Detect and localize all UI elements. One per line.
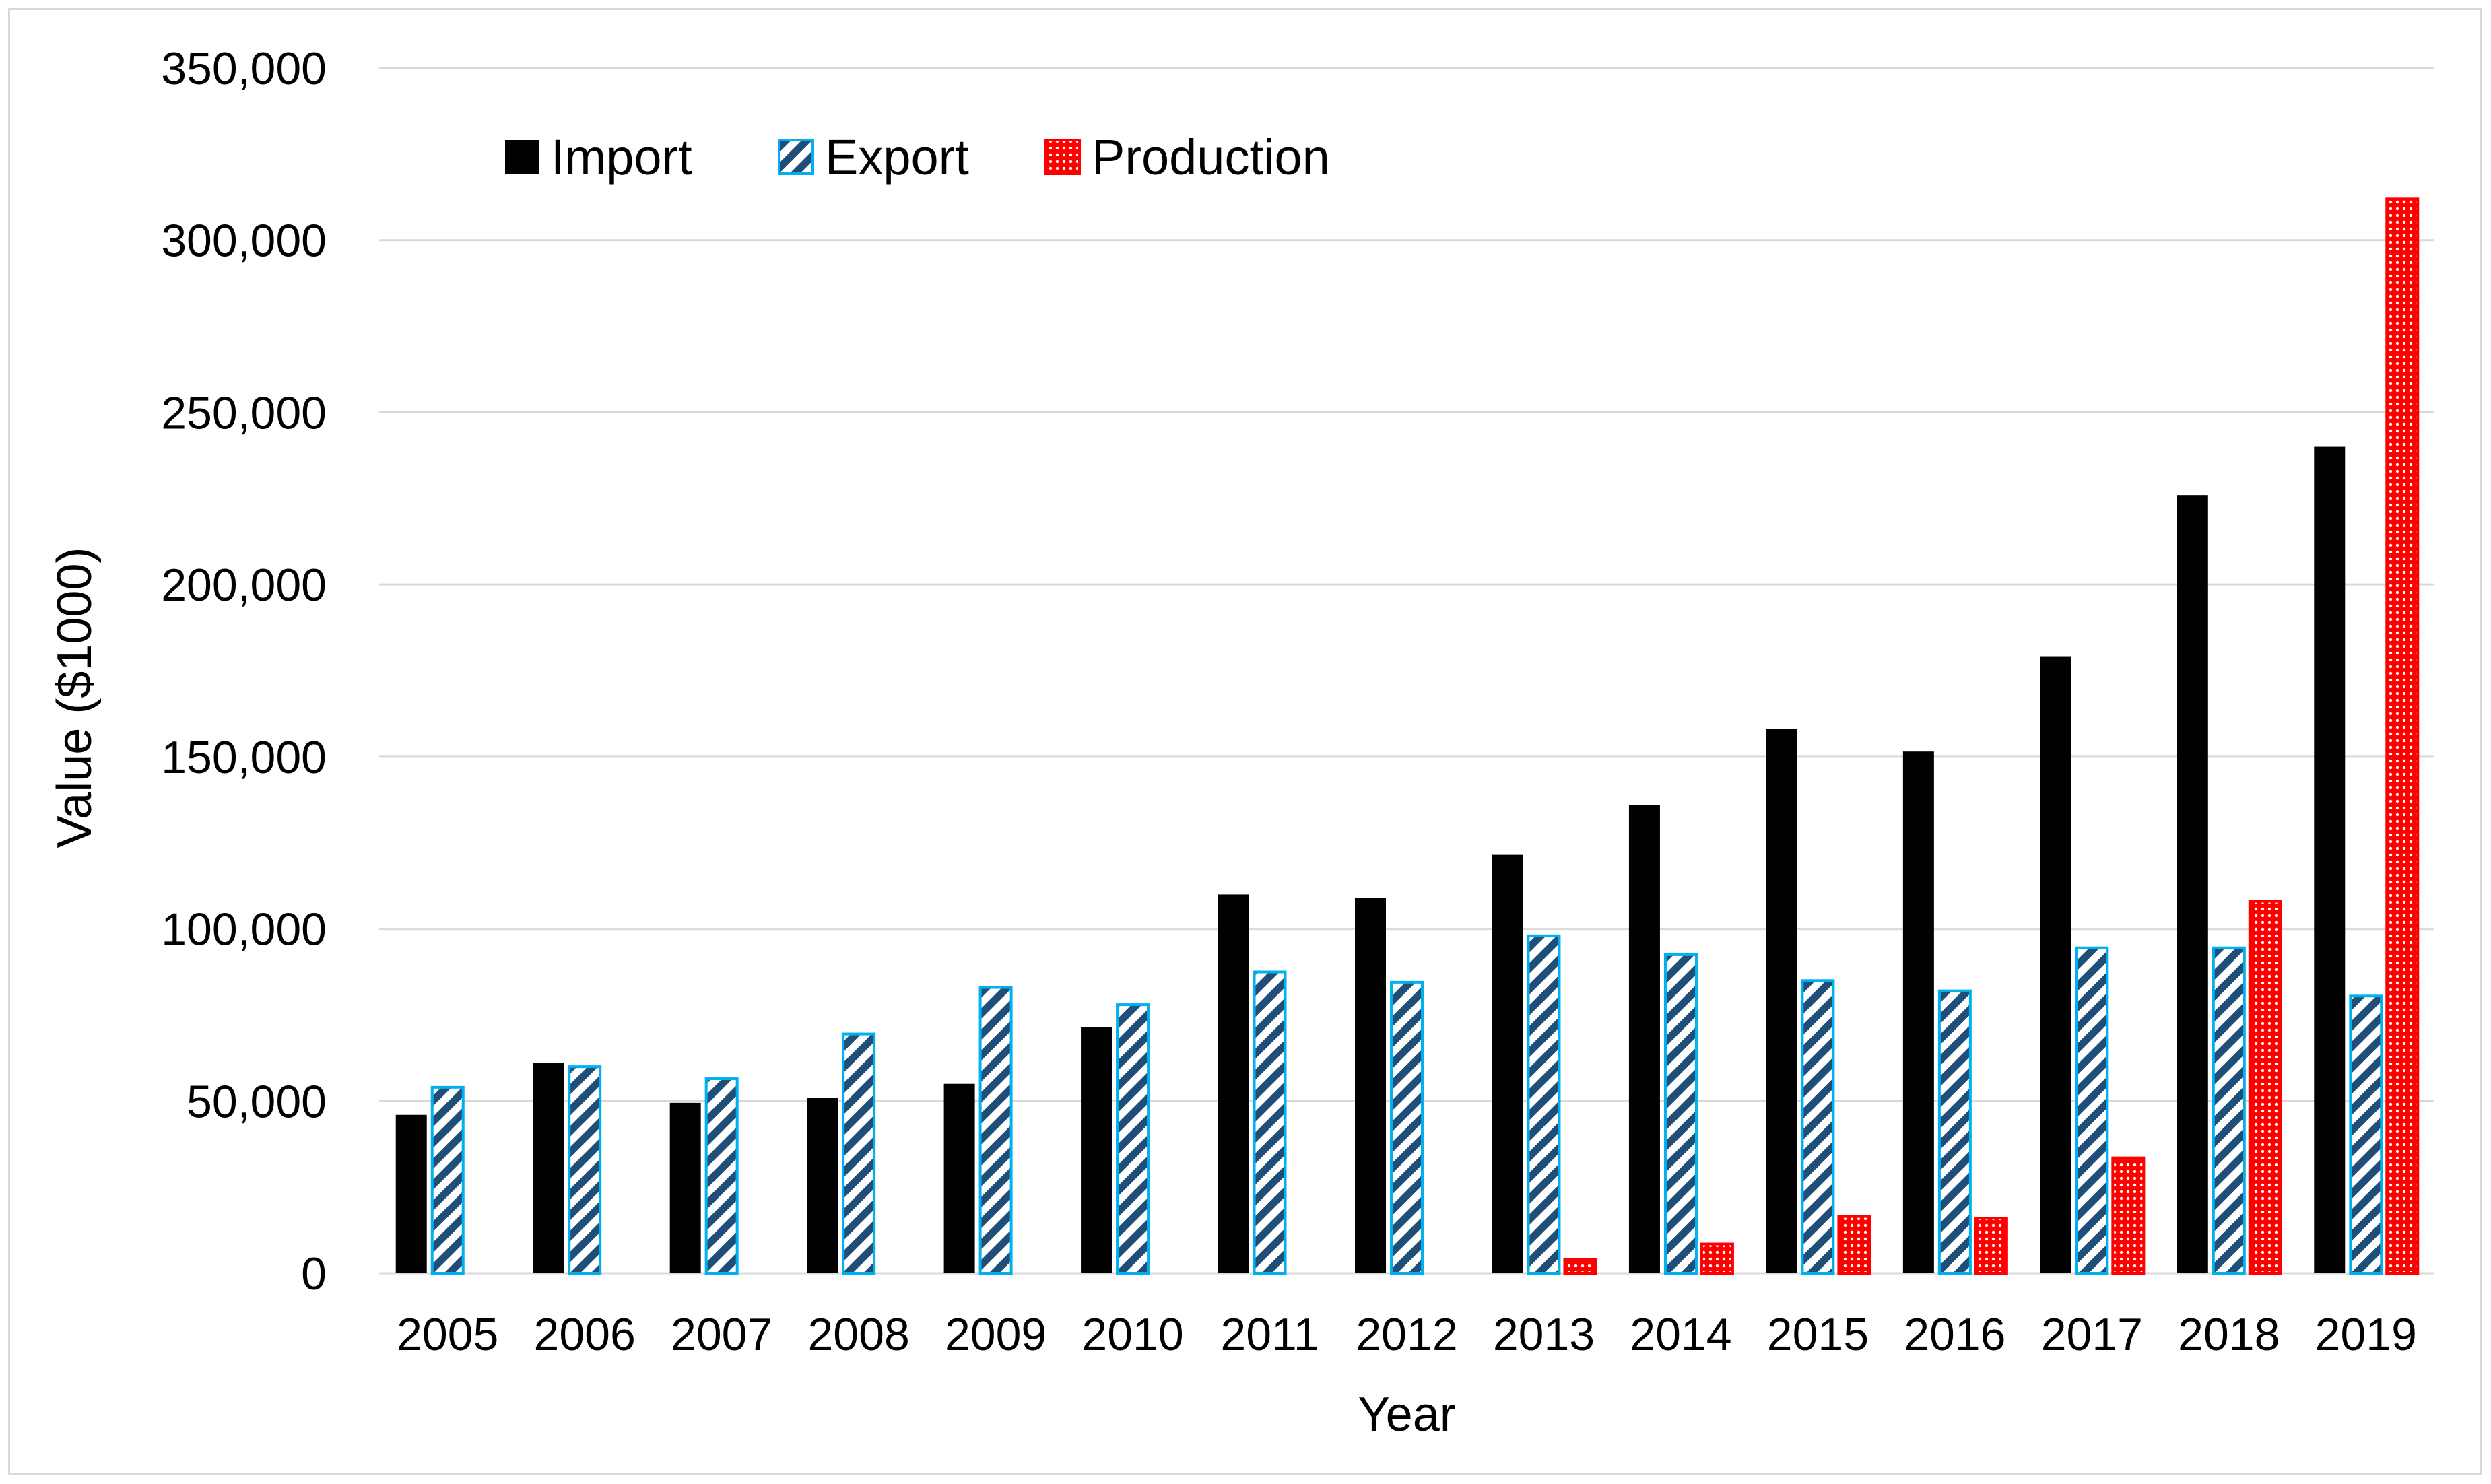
x-tick-label: 2005 xyxy=(397,1309,498,1360)
x-tick-label: 2013 xyxy=(1493,1309,1595,1360)
legend-label-import: Import xyxy=(551,129,692,185)
bar-export-2013 xyxy=(1527,934,1561,1275)
x-tick-label: 2018 xyxy=(2178,1309,2280,1360)
legend-swatch-import xyxy=(505,140,539,174)
y-axis-tick-labels: 0 50,000 100,000 150,000 200,000 250,000 300,0… xyxy=(161,43,327,1300)
bar-production-2015 xyxy=(1837,1215,1871,1275)
bar-export-2010 xyxy=(1116,1003,1150,1275)
bar-export-2012 xyxy=(1390,980,1424,1275)
x-tick-label: 2011 xyxy=(1220,1309,1319,1360)
bar-export-2016 xyxy=(1937,989,1972,1275)
bar-export-2008 xyxy=(842,1032,876,1275)
y-axis-title: Value ($1000) xyxy=(48,547,102,848)
bar-production-2016 xyxy=(1974,1217,2008,1275)
bar-import-2013 xyxy=(1492,854,1523,1273)
x-tick-label: 2012 xyxy=(1356,1309,1457,1360)
x-tick-label: 2015 xyxy=(1767,1309,1869,1360)
chart-frame: 0 50,000 100,000 150,000 200,000 250,000 300,0… xyxy=(8,8,2482,1475)
legend-swatch-production xyxy=(1044,139,1081,175)
bar-import-2014 xyxy=(1628,805,1660,1273)
bar-production-2017 xyxy=(2111,1156,2146,1275)
y-tick-label: 100,000 xyxy=(161,904,327,955)
x-tick-label: 2007 xyxy=(671,1309,772,1360)
bar-export-2019 xyxy=(2349,994,2383,1275)
x-tick-label: 2017 xyxy=(2041,1309,2143,1360)
bar-import-2016 xyxy=(1902,751,1934,1273)
x-tick-label: 2016 xyxy=(1904,1309,2005,1360)
bar-import-2010 xyxy=(1081,1027,1112,1273)
x-tick-label: 2014 xyxy=(1630,1309,1731,1360)
x-tick-label: 2009 xyxy=(945,1309,1047,1360)
legend-label-export: Export xyxy=(825,129,969,185)
bar-export-2006 xyxy=(568,1065,602,1275)
bar-production-2014 xyxy=(1700,1242,1734,1275)
bar-production-2013 xyxy=(1563,1258,1597,1275)
legend-label-production: Production xyxy=(1092,129,1330,185)
bar-export-2009 xyxy=(978,986,1013,1275)
bar-import-2011 xyxy=(1218,894,1249,1273)
x-tick-label: 2019 xyxy=(2315,1309,2417,1360)
y-tick-label: 250,000 xyxy=(161,387,327,438)
bar-chart: 0 50,000 100,000 150,000 200,000 250,000 300,0… xyxy=(48,43,2434,1442)
bar-import-2005 xyxy=(395,1114,427,1273)
y-tick-label: 350,000 xyxy=(161,43,327,94)
x-tick-label: 2010 xyxy=(1082,1309,1183,1360)
bar-import-2015 xyxy=(1766,729,1797,1273)
y-tick-label: 0 xyxy=(301,1248,327,1300)
bars xyxy=(395,197,2420,1275)
bar-import-2012 xyxy=(1355,898,1386,1273)
bar-import-2008 xyxy=(807,1098,838,1273)
legend: Import Export Production xyxy=(505,129,1330,185)
x-tick-label: 2008 xyxy=(807,1309,909,1360)
bar-production-2018 xyxy=(2248,900,2282,1275)
y-tick-label: 50,000 xyxy=(187,1076,327,1127)
x-axis-tick-labels: 2005 2006 2007 2008 2009 2010 2011 2012 2013 2014… xyxy=(397,1309,2417,1360)
bar-production-2019 xyxy=(2385,197,2420,1275)
bar-import-2007 xyxy=(669,1102,701,1273)
bar-export-2017 xyxy=(2075,946,2109,1275)
y-tick-label: 300,000 xyxy=(161,215,327,267)
bar-import-2006 xyxy=(533,1063,564,1273)
bar-import-2019 xyxy=(2314,446,2346,1273)
y-tick-label: 150,000 xyxy=(161,732,327,783)
bar-import-2017 xyxy=(2040,656,2071,1273)
y-tick-label: 200,000 xyxy=(161,560,327,611)
bar-import-2009 xyxy=(943,1083,975,1273)
bar-export-2011 xyxy=(1253,970,1287,1275)
x-tick-label: 2006 xyxy=(534,1309,636,1360)
x-axis-title: Year xyxy=(1358,1388,1455,1442)
bar-export-2005 xyxy=(430,1085,465,1275)
bar-import-2018 xyxy=(2177,495,2208,1274)
bar-export-2014 xyxy=(1663,953,1698,1275)
bar-export-2015 xyxy=(1801,979,1835,1275)
bar-export-2007 xyxy=(704,1077,739,1275)
legend-swatch-export xyxy=(778,139,814,175)
bar-export-2018 xyxy=(2212,946,2246,1275)
